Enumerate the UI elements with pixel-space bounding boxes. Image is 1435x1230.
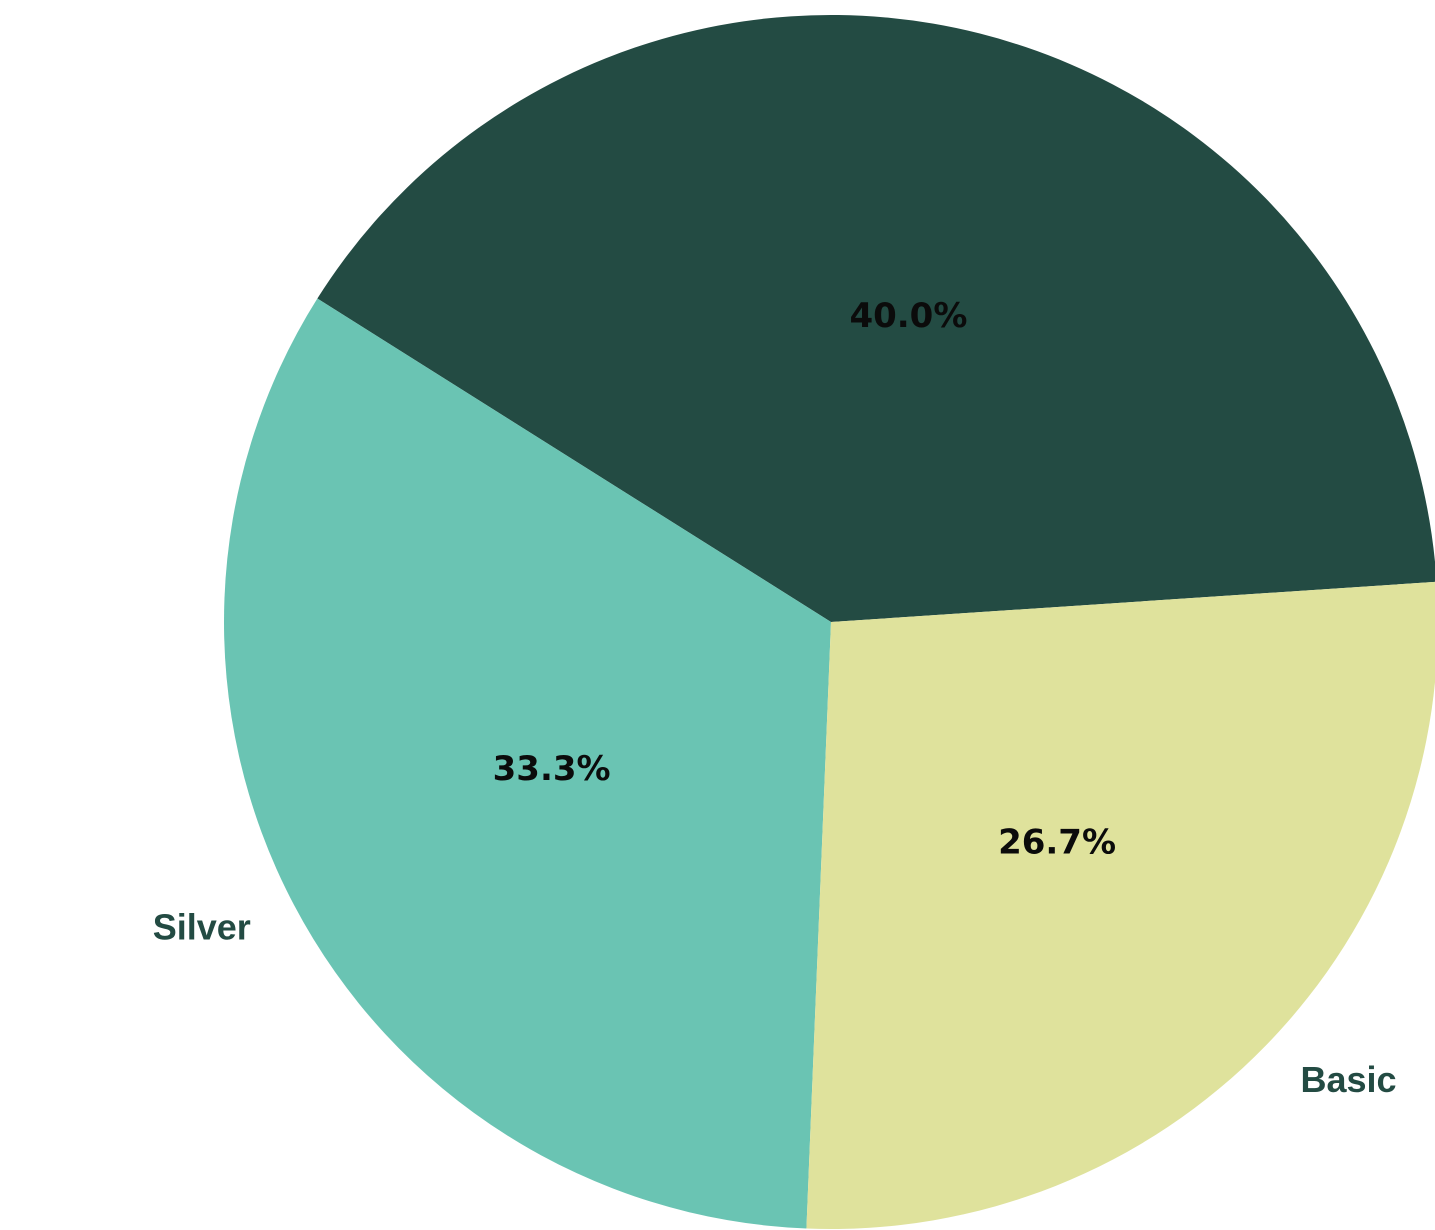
category-labels: Gold Silver Basic bbox=[153, 0, 1397, 1100]
percent-label-basic: 26.7% bbox=[998, 822, 1116, 862]
category-label-silver: Silver bbox=[153, 907, 251, 948]
percent-label-gold: 40.0% bbox=[849, 296, 967, 336]
category-label-gold: Gold bbox=[992, 0, 1074, 7]
percent-label-silver: 33.3% bbox=[493, 749, 611, 789]
slice-gold bbox=[317, 14, 1435, 622]
pie-slices bbox=[224, 14, 1435, 1229]
slice-silver bbox=[224, 298, 831, 1229]
percent-labels: 40.0% 33.3% 26.7% bbox=[493, 296, 1116, 862]
slice-basic bbox=[806, 581, 1435, 1229]
category-label-basic: Basic bbox=[1300, 1059, 1396, 1100]
